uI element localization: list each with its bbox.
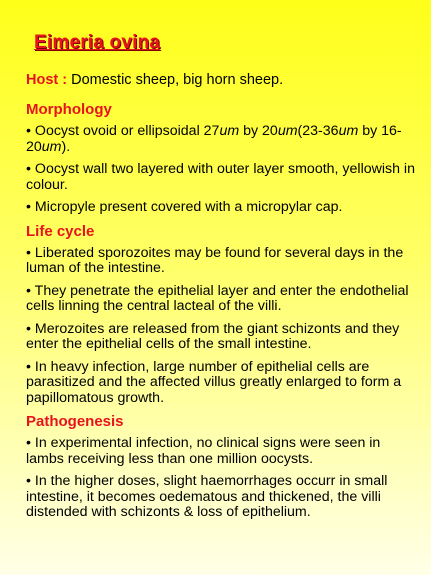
life-cycle-bullet-1: • Liberated sporozoites may be found for… bbox=[26, 244, 404, 276]
morphology-bullet-1: • Oocyst ovoid or ellipsoidal 27um by 20… bbox=[26, 123, 418, 155]
life-cycle-bullet-4: • In heavy infection, large number of ep… bbox=[26, 358, 402, 406]
slide-content: Host : Domestic sheep, big horn sheep. M… bbox=[26, 72, 418, 528]
pathogenesis-heading: Pathogenesis bbox=[26, 413, 124, 430]
host-text: Domestic sheep, big horn sheep. bbox=[67, 72, 284, 88]
unit-text: um bbox=[338, 123, 359, 139]
bullet-text: (23-36 bbox=[297, 123, 339, 139]
life-cycle-bullet-3: • Merozoites are released from the giant… bbox=[26, 320, 400, 352]
host-label: Host : bbox=[26, 72, 68, 88]
unit-text: um bbox=[219, 123, 240, 139]
unit-text: um bbox=[277, 123, 298, 139]
morphology-heading: Morphology bbox=[26, 101, 112, 118]
bullet-text: ). bbox=[61, 138, 71, 155]
slide-title: Eimeria ovina bbox=[34, 32, 160, 54]
bullet-text: by 16-20 bbox=[26, 123, 402, 155]
life-cycle-heading: Life cycle bbox=[26, 222, 95, 240]
title-genus: Eimeria bbox=[34, 32, 105, 53]
morphology-bullet-3: • Micropyle present covered with a micro… bbox=[26, 199, 343, 215]
pathogenesis-bullet-2: • In the higher doses, slight haemorrhag… bbox=[26, 473, 388, 520]
life-cycle-bullet-2: • They penetrate the epithelial layer an… bbox=[26, 282, 409, 314]
pathogenesis-bullet-1: • In experimental infection, no clinical… bbox=[26, 435, 381, 467]
bullet-text: by 20 bbox=[239, 123, 278, 139]
host-line: Host : Domestic sheep, big horn sheep. bbox=[26, 72, 418, 89]
title-species: ovina bbox=[109, 32, 161, 53]
bullet-text: • Oocyst ovoid or ellipsoidal 27 bbox=[26, 123, 220, 139]
unit-text: um bbox=[41, 138, 62, 155]
morphology-bullet-2: • Oocyst wall two layered with outer lay… bbox=[26, 161, 415, 193]
